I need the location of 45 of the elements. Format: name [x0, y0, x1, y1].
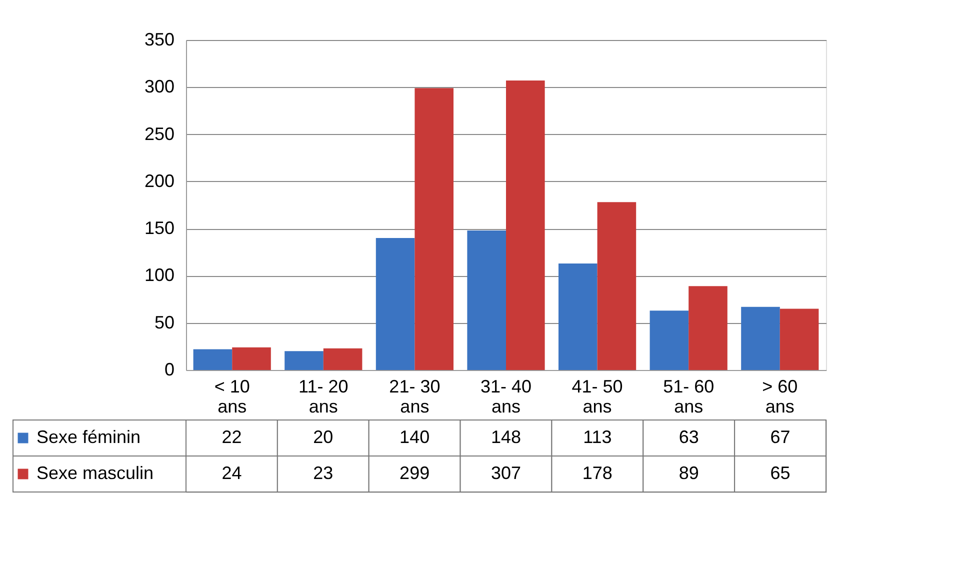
x-tick-label: < 10 ans [214, 376, 250, 416]
x-tick-label: 41- 50 ans [572, 376, 623, 416]
y-tick-label: 350 [144, 30, 174, 50]
bar [323, 348, 362, 370]
data-label: 178 [582, 463, 612, 483]
bar [193, 349, 232, 370]
legend-label: Sexe féminin [36, 427, 141, 447]
y-tick-label: 100 [144, 265, 174, 286]
bar [741, 306, 780, 370]
data-label: 63 [678, 427, 699, 447]
data-label: 113 [583, 427, 612, 447]
data-label: 65 [770, 463, 790, 483]
x-tick-label: 31- 40 ans [480, 376, 532, 416]
bar [558, 263, 598, 370]
data-label: 23 [313, 463, 334, 483]
x-tick-label: 11- 20 ans [298, 376, 348, 416]
data-label: 22 [222, 427, 242, 447]
bar [688, 286, 728, 370]
y-tick-label: 200 [144, 170, 174, 191]
bar [232, 347, 271, 370]
y-tick-label: 50 [154, 312, 174, 332]
y-tick-label: 0 [164, 360, 174, 380]
data-label: 140 [400, 427, 430, 447]
bar [414, 88, 454, 370]
data-label: 307 [490, 463, 522, 483]
bar [597, 202, 636, 370]
bar [284, 351, 324, 370]
data-label: 89 [678, 463, 699, 483]
data-label: 67 [770, 427, 790, 447]
x-tick-label: 51- 60 ans [663, 376, 714, 416]
bar [780, 308, 819, 370]
data-label: 148 [490, 427, 522, 447]
data-label: 20 [313, 427, 334, 447]
bar [650, 310, 689, 370]
x-tick-label: > 60 ans [762, 376, 798, 416]
data-label: 299 [400, 463, 430, 483]
x-tick-label: 21- 30 ans [389, 376, 440, 416]
data-label: 24 [222, 463, 242, 483]
bar [376, 238, 415, 370]
bar [467, 230, 506, 370]
y-tick-label: 250 [144, 124, 174, 144]
y-tick-label: 150 [144, 218, 174, 238]
y-tick-label: 300 [144, 76, 174, 97]
bar [506, 80, 545, 370]
legend-label: Sexe masculin [36, 463, 154, 483]
